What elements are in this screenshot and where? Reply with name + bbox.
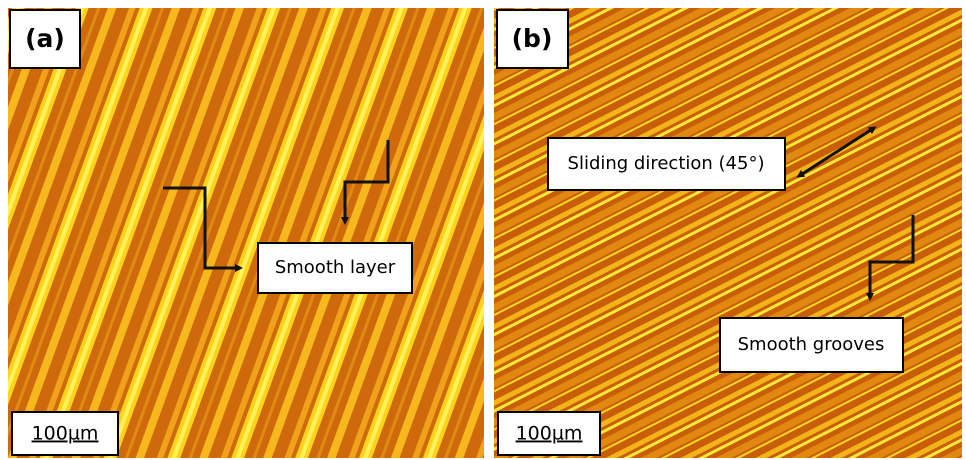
scale-bar: 100µm [516,423,583,445]
panel-b: (b) Sliding direction (45°) Smooth groov… [494,8,962,458]
panel-label: (b) [512,24,553,53]
annotation: Smooth layer [275,257,396,278]
figure: (a) Smooth layer 100µm (b) Sliding direc… [0,0,966,460]
micrograph [494,8,962,458]
micrograph [8,8,484,458]
panel-label: (a) [25,24,65,53]
annotation: Smooth grooves [738,334,885,355]
annotation: Sliding direction (45°) [568,153,765,174]
scale-bar: 100µm [32,423,99,445]
panel-a: (a) Smooth layer 100µm [8,8,484,458]
